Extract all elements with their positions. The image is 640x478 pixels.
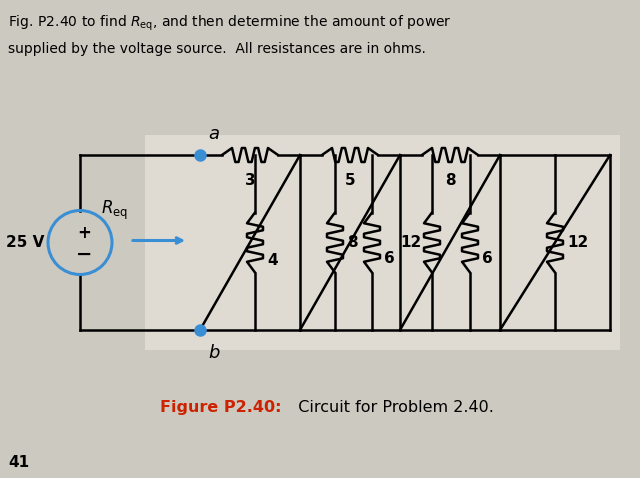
Text: a: a <box>208 125 219 143</box>
Bar <box>145 135 620 350</box>
Text: −: − <box>76 245 92 264</box>
Text: 3: 3 <box>244 173 255 188</box>
Text: 8: 8 <box>347 235 358 250</box>
Text: supplied by the voltage source.  All resistances are in ohms.: supplied by the voltage source. All resi… <box>8 42 426 56</box>
Text: 12: 12 <box>401 235 422 250</box>
Text: b: b <box>208 344 220 362</box>
Text: 5: 5 <box>345 173 355 188</box>
Text: 8: 8 <box>445 173 455 188</box>
Text: 4: 4 <box>267 253 278 268</box>
Text: +: + <box>77 224 91 241</box>
Text: 12: 12 <box>567 235 588 250</box>
Text: 25 V: 25 V <box>6 235 44 250</box>
Text: 41: 41 <box>8 455 29 470</box>
Text: $R_{\mathrm{eq}}$: $R_{\mathrm{eq}}$ <box>101 199 128 222</box>
Text: Figure P2.40:: Figure P2.40: <box>160 400 282 415</box>
Text: 6: 6 <box>482 251 493 266</box>
Text: 6: 6 <box>384 251 395 266</box>
Text: Fig. P2.40 to find $R_\mathrm{eq}$, and then determine the amount of power: Fig. P2.40 to find $R_\mathrm{eq}$, and … <box>8 14 452 33</box>
Text: Circuit for Problem 2.40.: Circuit for Problem 2.40. <box>288 400 494 415</box>
